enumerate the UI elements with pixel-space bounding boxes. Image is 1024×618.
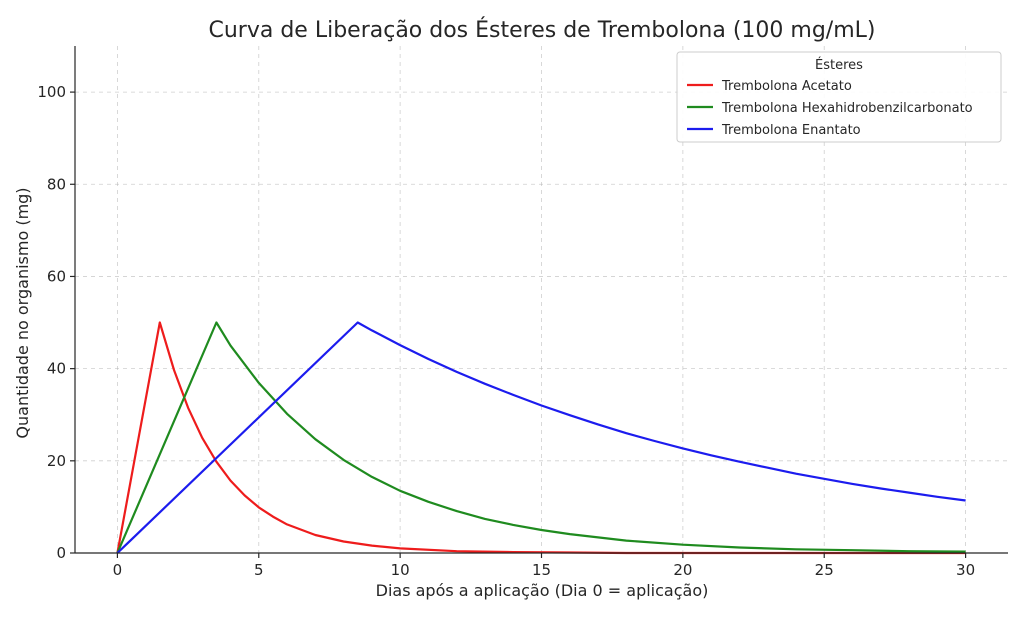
y-tick-label: 40 — [47, 360, 66, 378]
x-tick-label: 10 — [391, 561, 410, 579]
legend-items: Trembolona Acetato Trembolona Hexahidrobe… — [687, 79, 973, 138]
chart-title: Curva de Liberação dos Ésteres de Trembo… — [208, 17, 875, 43]
x-tick-label: 5 — [254, 561, 264, 579]
y-tick-label: 100 — [37, 83, 66, 101]
legend-label: Trembolona Hexahidrobenzilcarbonato — [721, 101, 973, 116]
series-line-3 — [116, 321, 966, 554]
x-tick-label: 30 — [956, 561, 975, 579]
x-axis-title: Dias após a aplicação (Dia 0 = aplicação… — [376, 581, 709, 600]
y-tick-label: 60 — [47, 267, 66, 285]
y-axis-title: Quantidade no organismo (mg) — [13, 187, 32, 438]
y-tick-label: 20 — [47, 452, 66, 470]
x-tick-label: 20 — [673, 561, 692, 579]
legend: Ésteres Trembolona Acetato Trembolona Hex… — [676, 51, 1002, 143]
ticks: 0 5 10 15 20 25 30 0 20 40 60 80 100 — [37, 83, 975, 579]
legend-label: Trembolona Enantato — [721, 123, 861, 138]
legend-title: Ésteres — [815, 57, 863, 73]
legend-box — [676, 51, 1002, 143]
x-tick-label: 0 — [113, 561, 123, 579]
y-tick-label: 80 — [47, 175, 66, 193]
x-tick-label: 15 — [532, 561, 551, 579]
x-tick-label: 25 — [815, 561, 834, 579]
legend-label: Trembolona Acetato — [721, 79, 852, 94]
series-line-2 — [116, 321, 966, 554]
y-tick-label: 0 — [56, 544, 66, 562]
